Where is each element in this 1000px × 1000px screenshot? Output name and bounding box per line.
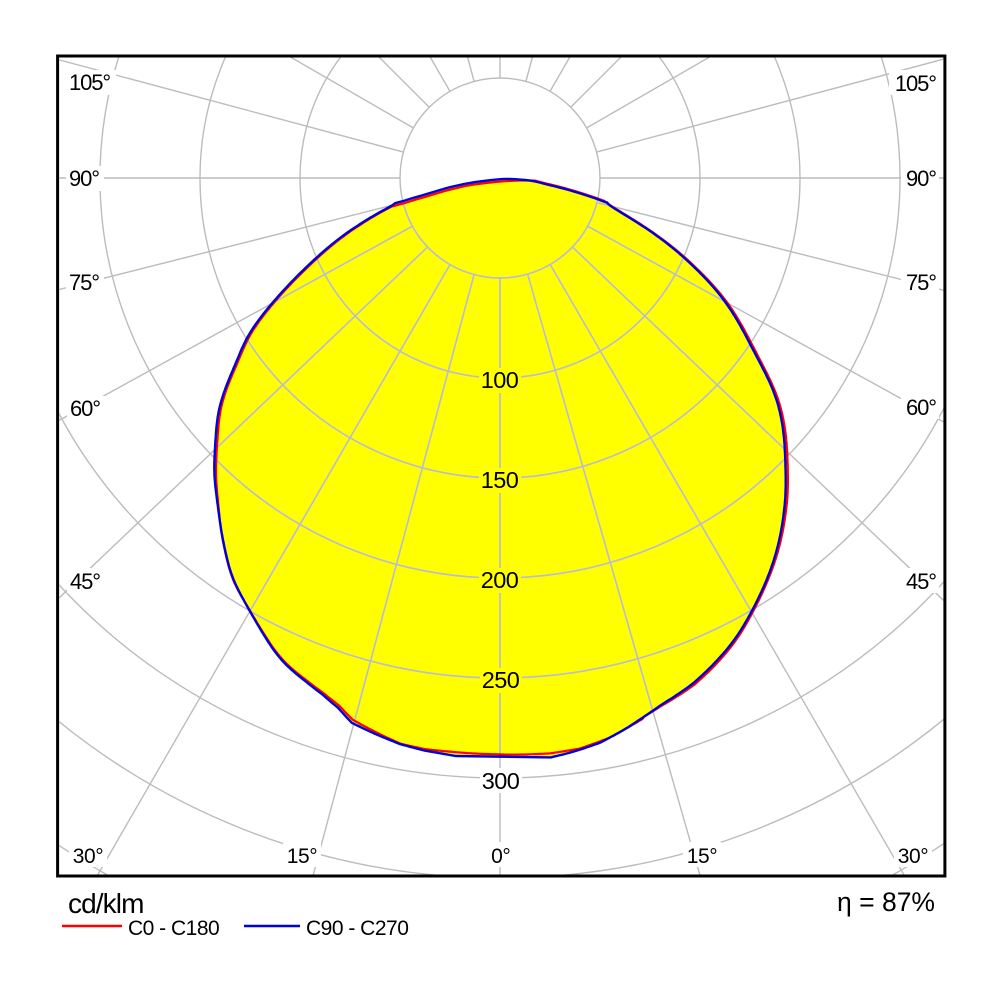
svg-text:η = 87%: η = 87% xyxy=(837,887,935,917)
svg-text:cd/klm: cd/klm xyxy=(68,888,144,919)
svg-text:100: 100 xyxy=(481,367,519,393)
svg-text:0°: 0° xyxy=(491,845,510,868)
svg-text:15°: 15° xyxy=(687,845,718,868)
svg-text:105°: 105° xyxy=(895,71,936,96)
svg-text:30°: 30° xyxy=(898,845,929,868)
svg-text:300: 300 xyxy=(482,768,520,794)
svg-text:45°: 45° xyxy=(906,569,936,594)
svg-text:C0 - C180: C0 - C180 xyxy=(128,917,219,940)
svg-text:150: 150 xyxy=(481,467,519,493)
svg-text:75°: 75° xyxy=(906,270,936,295)
svg-text:90°: 90° xyxy=(69,166,99,191)
svg-text:200: 200 xyxy=(481,567,519,593)
svg-text:30°: 30° xyxy=(73,845,104,868)
svg-text:75°: 75° xyxy=(69,270,99,295)
svg-text:60°: 60° xyxy=(70,396,100,421)
svg-text:15°: 15° xyxy=(287,845,318,868)
svg-text:90°: 90° xyxy=(906,166,936,191)
svg-text:250: 250 xyxy=(482,667,520,693)
svg-text:60°: 60° xyxy=(906,395,936,420)
svg-text:C90 - C270: C90 - C270 xyxy=(306,917,408,940)
svg-text:105°: 105° xyxy=(69,70,110,95)
svg-text:45°: 45° xyxy=(70,569,100,594)
